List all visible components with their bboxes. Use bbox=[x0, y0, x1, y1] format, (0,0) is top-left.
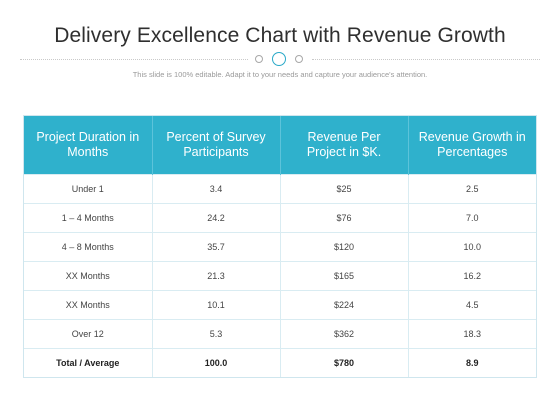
data-table-container: Project Duration in Months Percent of Su… bbox=[23, 115, 537, 378]
header-cell: Percent of Survey Participants bbox=[151, 116, 280, 174]
table-cell: 21.3 bbox=[151, 260, 280, 290]
header-cell: Revenue Growth in Percentages bbox=[407, 116, 536, 174]
table-cell: 2.5 bbox=[407, 173, 536, 203]
table-cell: 16.2 bbox=[407, 260, 536, 290]
table-cell: $120 bbox=[279, 231, 408, 261]
divider-circle-icon-left bbox=[255, 55, 263, 63]
table-cell: 24.2 bbox=[151, 202, 280, 232]
table-cell: $25 bbox=[279, 173, 408, 203]
table-cell: 18.3 bbox=[407, 318, 536, 348]
table-header-row: Project Duration in Months Percent of Su… bbox=[24, 116, 536, 174]
table-cell: 1 – 4 Months bbox=[24, 202, 152, 232]
table-row: Under 1 3.4 $25 2.5 bbox=[24, 173, 536, 203]
table-cell: 5.3 bbox=[151, 318, 280, 348]
title-divider bbox=[20, 52, 540, 66]
table-cell: Over 12 bbox=[24, 318, 152, 348]
table-cell: 35.7 bbox=[151, 231, 280, 261]
table-row: XX Months 10.1 $224 4.5 bbox=[24, 289, 536, 319]
table-cell: XX Months bbox=[24, 260, 152, 290]
slide-subtitle: This slide is 100% editable. Adapt it to… bbox=[132, 70, 428, 79]
table-cell: 10.1 bbox=[151, 289, 280, 319]
table-cell: XX Months bbox=[24, 289, 152, 319]
table-row: 4 – 8 Months 35.7 $120 10.0 bbox=[24, 231, 536, 261]
divider-circle-icon-right bbox=[295, 55, 303, 63]
table-cell: $165 bbox=[279, 260, 408, 290]
table-total-row: Total / Average 100.0 $780 8.9 bbox=[24, 347, 536, 377]
table-cell: $76 bbox=[279, 202, 408, 232]
divider-circle-icon-center bbox=[272, 52, 286, 66]
table-cell: Under 1 bbox=[24, 173, 152, 203]
table-cell: 4.5 bbox=[407, 289, 536, 319]
delivery-table: Project Duration in Months Percent of Su… bbox=[24, 116, 536, 377]
header-cell: Project Duration in Months bbox=[24, 116, 152, 174]
total-cell: Total / Average bbox=[24, 347, 152, 377]
divider-line-right bbox=[312, 59, 540, 60]
total-cell: 100.0 bbox=[151, 347, 280, 377]
table-cell: 7.0 bbox=[407, 202, 536, 232]
divider-line-left bbox=[20, 59, 248, 60]
slide-title: Delivery Excellence Chart with Revenue G… bbox=[54, 24, 506, 47]
header-cell: Revenue Per Project in $K. bbox=[279, 116, 408, 174]
total-cell: $780 bbox=[279, 347, 408, 377]
table-cell: $362 bbox=[279, 318, 408, 348]
table-cell: 10.0 bbox=[407, 231, 536, 261]
table-row: 1 – 4 Months 24.2 $76 7.0 bbox=[24, 202, 536, 232]
table-cell: 3.4 bbox=[151, 173, 280, 203]
total-cell: 8.9 bbox=[407, 347, 536, 377]
table-cell: 4 – 8 Months bbox=[24, 231, 152, 261]
table-row: XX Months 21.3 $165 16.2 bbox=[24, 260, 536, 290]
table-cell: $224 bbox=[279, 289, 408, 319]
table-row: Over 12 5.3 $362 18.3 bbox=[24, 318, 536, 348]
